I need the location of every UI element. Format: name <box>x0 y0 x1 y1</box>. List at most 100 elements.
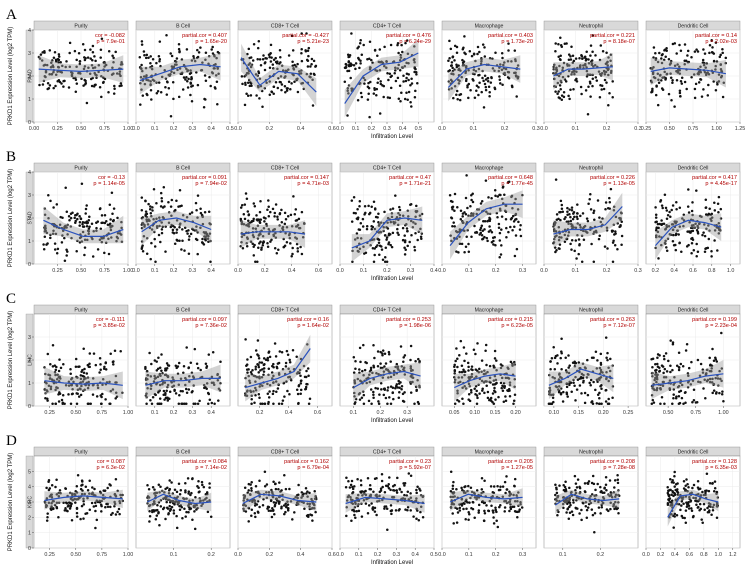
data-point <box>453 68 456 71</box>
data-point <box>297 483 300 487</box>
data-point <box>488 56 492 60</box>
data-point <box>56 247 60 251</box>
data-point <box>498 75 501 78</box>
data-point <box>675 200 678 204</box>
data-point <box>280 64 284 67</box>
confidence-band <box>139 53 221 95</box>
data-point <box>598 58 602 62</box>
data-point <box>369 80 372 84</box>
data-point <box>679 362 683 366</box>
data-point <box>465 65 468 68</box>
data-point <box>502 63 505 67</box>
data-point <box>280 489 283 492</box>
data-point <box>383 352 387 356</box>
data-point <box>297 383 301 387</box>
data-point <box>249 371 253 374</box>
data-point <box>675 52 678 55</box>
data-point <box>178 225 181 229</box>
data-point <box>451 66 454 70</box>
data-point <box>450 87 453 90</box>
data-point <box>346 53 350 57</box>
data-point <box>291 49 295 52</box>
data-point <box>393 483 396 487</box>
x-tick-label: 0.15 <box>490 410 501 416</box>
data-point <box>654 369 657 372</box>
data-point <box>685 245 689 248</box>
data-point <box>155 514 159 517</box>
data-point <box>691 201 694 204</box>
data-point <box>256 57 259 61</box>
data-point <box>70 73 74 77</box>
data-point <box>371 508 375 511</box>
data-point <box>51 344 55 347</box>
data-point <box>409 344 413 348</box>
data-point <box>652 46 656 49</box>
data-point <box>89 57 92 60</box>
data-point <box>394 79 398 83</box>
data-point <box>81 221 85 224</box>
data-point <box>360 53 364 56</box>
data-point <box>670 208 673 212</box>
data-point <box>490 76 493 79</box>
data-point <box>398 84 402 87</box>
x-tick-label: 0.4 <box>297 552 305 558</box>
data-point <box>179 389 183 393</box>
data-point <box>205 364 209 368</box>
data-point <box>386 227 390 230</box>
data-point <box>255 94 258 97</box>
data-point <box>711 46 714 49</box>
data-point <box>400 490 403 494</box>
data-point <box>118 70 122 73</box>
data-point <box>307 46 311 50</box>
data-point <box>273 211 277 215</box>
data-point <box>138 56 142 59</box>
data-point <box>66 250 69 253</box>
p-value-label: p = 2.02e-03 <box>705 39 737 45</box>
data-point <box>414 232 417 235</box>
data-point <box>407 90 411 94</box>
data-point <box>178 67 182 70</box>
data-point <box>380 388 383 391</box>
data-point <box>306 367 310 370</box>
data-point <box>458 506 462 510</box>
data-point <box>310 63 313 66</box>
data-point <box>55 59 58 62</box>
data-point <box>284 487 288 491</box>
data-point <box>665 209 669 212</box>
data-point <box>718 391 721 395</box>
data-point <box>201 483 204 487</box>
data-point <box>716 202 720 206</box>
data-point <box>702 48 705 51</box>
data-point <box>377 400 380 403</box>
x-tick-label: 0.0 <box>132 126 140 132</box>
data-point <box>381 258 385 261</box>
data-point <box>584 89 588 92</box>
data-point <box>656 356 659 360</box>
data-point <box>500 228 503 231</box>
data-point <box>389 208 392 211</box>
p-value-label: p = 6.23e-05 <box>501 323 533 329</box>
data-point <box>48 49 52 52</box>
data-point <box>457 82 461 85</box>
data-point <box>409 84 412 87</box>
data-point <box>683 391 687 394</box>
data-point <box>288 358 291 362</box>
data-point <box>91 486 94 489</box>
data-point <box>378 69 382 72</box>
data-point <box>482 106 486 109</box>
data-point <box>85 224 89 228</box>
data-point <box>661 365 665 368</box>
data-point <box>452 96 455 100</box>
data-point <box>144 66 148 70</box>
data-point <box>107 90 110 94</box>
data-point <box>100 95 103 99</box>
data-point <box>383 64 386 68</box>
data-point <box>293 213 297 216</box>
data-point <box>211 52 215 55</box>
data-point <box>277 361 281 365</box>
data-point <box>284 75 287 78</box>
data-point <box>560 45 564 49</box>
